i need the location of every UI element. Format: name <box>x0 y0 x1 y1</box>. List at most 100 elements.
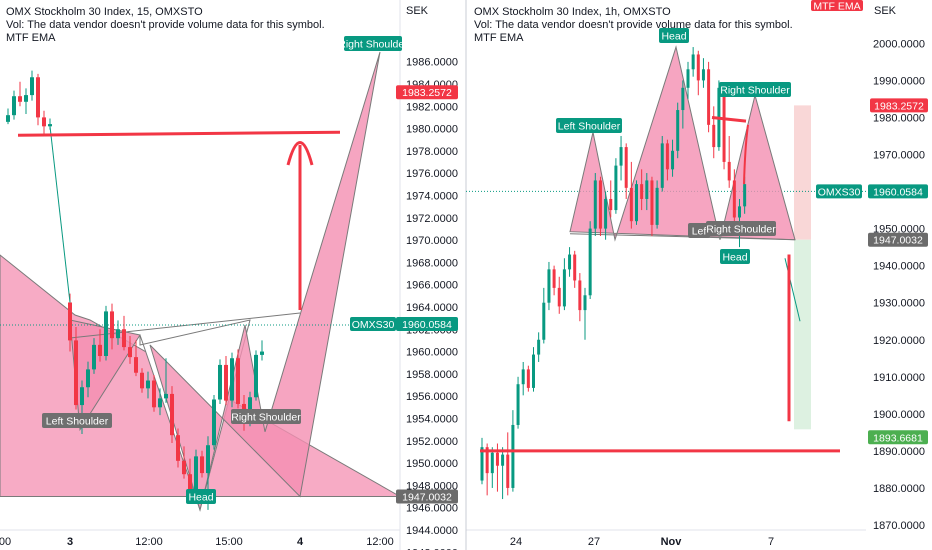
left-y-tick-label: 1974.0000 <box>406 190 458 202</box>
right-y-tick-label: 1950.0000 <box>873 224 925 236</box>
left-x-tick-group: 00 3 12:00 15:00 4 12:00 <box>0 536 394 548</box>
left-candle-body <box>182 460 186 475</box>
left-candle-body <box>122 329 126 348</box>
right-volume-note: Vol: The data vendor doesn't provide vol… <box>474 19 793 31</box>
right-label-inner-head-bg <box>720 249 750 264</box>
left-candle-body <box>260 351 264 355</box>
left-x-tick-label: 15:00 <box>215 536 243 548</box>
left-y-tick-label: 1942.0000 <box>406 547 458 550</box>
right-label-inner-left: Lef <box>692 226 707 238</box>
right-candle-body <box>542 302 546 340</box>
left-candle-body <box>24 95 28 102</box>
left-label-right-shoulder-top: Right Shoulder <box>338 39 408 51</box>
left-label-head: Head <box>188 492 213 504</box>
right-candle-body <box>547 269 551 303</box>
left-candle-body <box>164 393 168 399</box>
right-candle-body <box>707 69 711 125</box>
left-y-tick-label: 1946.0000 <box>406 503 458 515</box>
right-resistance-segment <box>711 115 747 123</box>
right-y-tick-label: 1890.0000 <box>873 446 925 458</box>
left-candle-body <box>92 344 96 370</box>
right-candle-body <box>501 454 505 466</box>
right-y-tick-label: 1870.0000 <box>873 520 925 532</box>
left-candle-body <box>236 358 240 404</box>
left-x-tick-label: 12:00 <box>135 536 163 548</box>
right-candle-body <box>521 369 525 385</box>
left-y-tick-label: 1986.0000 <box>406 57 458 69</box>
right-candle-body <box>727 161 731 181</box>
right-candle-body <box>738 206 741 218</box>
right-tag-symbol: OMXS30 <box>818 186 861 198</box>
left-indicator-name: MTF EMA <box>6 32 56 44</box>
right-y-tick-label: 2000.0000 <box>873 38 925 50</box>
left-y-tick-label: 1978.0000 <box>406 146 458 158</box>
left-y-tick-label: 1980.0000 <box>406 124 458 136</box>
left-label-right-shoulder-bg <box>231 409 301 424</box>
right-candle-body <box>598 180 602 229</box>
right-tag-target-bg <box>870 98 928 113</box>
left-gap-connector <box>49 126 71 303</box>
right-candle-body <box>686 69 690 88</box>
left-candle-body <box>48 124 52 127</box>
right-candle-body <box>665 143 669 170</box>
left-candle-body <box>230 358 234 401</box>
right-candle-body <box>712 124 716 148</box>
right-neckline <box>569 233 796 241</box>
left-candle-body <box>188 474 192 493</box>
right-candle-body <box>516 384 520 425</box>
left-candle-body <box>158 398 162 408</box>
left-candle-body <box>152 380 156 408</box>
left-tag-target: 1983.2572 <box>402 87 452 99</box>
right-y-tick-label: 1980.0000 <box>873 112 925 124</box>
left-candle-body <box>170 393 174 436</box>
right-candle-body <box>552 269 556 288</box>
right-label-right-shoulder-bg <box>719 82 791 97</box>
right-candle-body <box>743 184 747 207</box>
left-candle-body <box>128 347 132 358</box>
left-y-tick-label: 1972.0000 <box>406 213 458 225</box>
right-label-inner-right-shoulder-bg <box>706 221 776 236</box>
left-projection-arrow-head <box>286 141 314 166</box>
left-candle-body <box>18 96 22 102</box>
left-tag-symbol: OMXS30 <box>352 319 395 331</box>
left-y-tick-label: 1958.0000 <box>406 369 458 381</box>
left-currency-label: SEK <box>406 5 429 17</box>
left-label-right-shoulder: Right Shoulder <box>231 412 301 424</box>
left-label-left-shoulder: Left Shoulder <box>46 416 109 428</box>
right-y-tick-label: 1970.0000 <box>873 150 925 162</box>
left-x-tick-label: 12:00 <box>366 536 394 548</box>
right-candle-body <box>645 180 649 199</box>
left-candle-body <box>6 115 10 122</box>
right-y-tick-label: 1930.0000 <box>873 298 925 310</box>
right-tag-bottom-bg <box>868 430 928 445</box>
left-candle-body <box>104 311 108 357</box>
left-candle-body <box>176 435 180 461</box>
left-label-right-shoulder-top-bg <box>344 36 402 51</box>
right-candle-body <box>511 424 515 488</box>
left-candle-body <box>146 380 150 389</box>
right-chart-title: OMX Stockholm 30 Index, 1h, OMXSTO <box>474 6 671 18</box>
right-candle-body <box>506 454 510 488</box>
right-candle-body <box>609 198 613 211</box>
left-y-tick-label: 1948.0000 <box>406 480 458 492</box>
left-candle-body <box>218 364 222 400</box>
left-candle-body <box>140 372 144 389</box>
right-candle-body <box>562 269 566 307</box>
left-candle-body <box>248 397 252 421</box>
right-x-tick-label: Nov <box>661 536 683 548</box>
left-y-tick-label: 1950.0000 <box>406 458 458 470</box>
left-chart-panel: SEK 1942.0000 1944.0000 1946.0000 1948.0000… <box>0 0 458 550</box>
left-candle-body <box>134 357 138 373</box>
left-x-tick-label: 00 <box>0 536 11 548</box>
left-y-tick-label: 1944.0000 <box>406 525 458 537</box>
right-tag-target: 1983.2572 <box>874 100 924 112</box>
right-candle-body <box>480 447 484 481</box>
left-tag-neckline-bg <box>396 489 458 504</box>
right-candle-body <box>485 447 489 474</box>
left-chart-title: OMX Stockholm 30 Index, 15, OMXSTO <box>6 6 203 18</box>
right-candle-body <box>732 180 736 218</box>
left-candle-body <box>206 445 210 474</box>
right-candle-body <box>593 180 597 229</box>
